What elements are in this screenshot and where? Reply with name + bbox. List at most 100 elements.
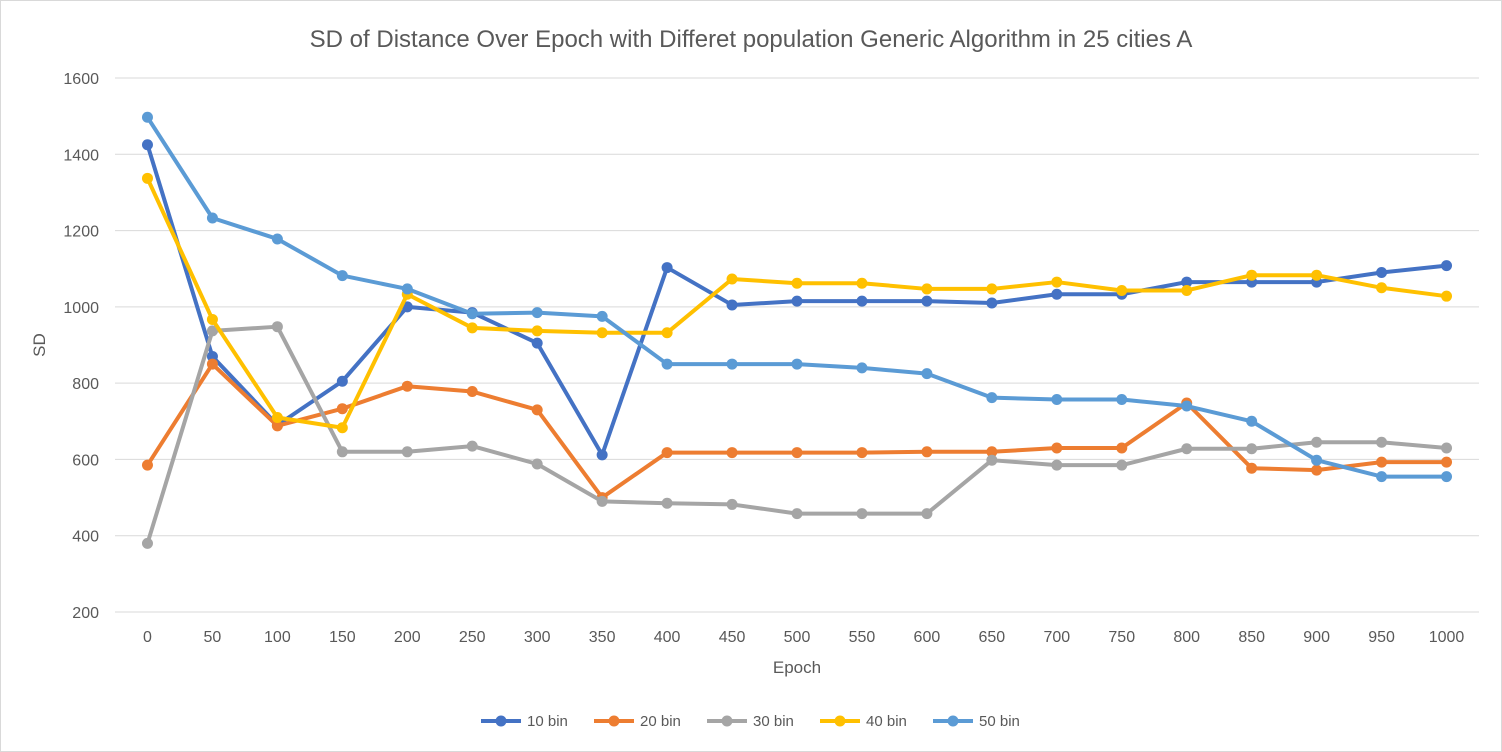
y-axis-label: SD: [30, 333, 49, 357]
x-tick-label: 100: [264, 629, 291, 646]
data-point: [336, 403, 348, 415]
x-tick-label: 750: [1108, 629, 1135, 646]
data-point: [1181, 276, 1193, 288]
legend-swatch-marker: [947, 715, 959, 727]
data-point: [1376, 267, 1388, 279]
data-point: [791, 508, 803, 520]
data-point: [921, 295, 933, 307]
data-point: [1051, 394, 1063, 406]
data-point: [336, 375, 348, 387]
data-point: [1181, 400, 1193, 412]
x-tick-label: 400: [654, 629, 681, 646]
legend-item: 10 bin: [481, 713, 568, 730]
legend-label: 10 bin: [527, 713, 568, 730]
data-point: [1376, 456, 1388, 468]
data-point: [726, 447, 738, 459]
data-point: [1311, 269, 1323, 281]
series-50-bin: [141, 111, 1453, 483]
data-point: [661, 327, 673, 339]
data-point: [401, 283, 413, 295]
data-point: [1311, 436, 1323, 448]
legend-item: 30 bin: [707, 713, 794, 730]
y-tick-label: 1600: [63, 71, 99, 88]
data-point: [856, 508, 868, 520]
x-tick-label: 500: [784, 629, 811, 646]
x-tick-label: 450: [719, 629, 746, 646]
data-point: [1116, 459, 1128, 471]
legend-swatch-marker: [721, 715, 733, 727]
data-point: [1376, 471, 1388, 483]
data-point: [921, 368, 933, 380]
x-tick-label: 600: [914, 629, 941, 646]
x-axis-label: Epoch: [773, 658, 821, 677]
x-tick-label: 200: [394, 629, 421, 646]
data-point: [661, 447, 673, 459]
gridlines: [115, 77, 1479, 613]
legend-swatch-marker: [834, 715, 846, 727]
data-point: [791, 295, 803, 307]
data-point: [206, 358, 218, 370]
data-point: [1376, 436, 1388, 448]
data-point: [466, 322, 478, 334]
x-tick-label: 250: [459, 629, 486, 646]
data-point: [531, 325, 543, 337]
x-tick-label: 0: [143, 629, 152, 646]
data-point: [206, 350, 218, 362]
data-point: [726, 358, 738, 370]
y-axis-ticks: 200 400 600 800 1000 1200 1400 1600: [63, 71, 99, 622]
data-point: [1441, 442, 1453, 454]
data-point: [661, 262, 673, 274]
data-point: [141, 172, 153, 184]
chart-title: SD of Distance Over Epoch with Differet …: [310, 26, 1193, 53]
x-tick-label: 850: [1238, 629, 1265, 646]
data-point: [1051, 459, 1063, 471]
data-point: [596, 327, 608, 339]
data-point: [986, 446, 998, 458]
legend-label: 40 bin: [866, 713, 907, 730]
data-point: [1246, 269, 1258, 281]
x-tick-label: 350: [589, 629, 616, 646]
data-point: [921, 283, 933, 295]
data-point: [271, 233, 283, 245]
series-20-bin: [141, 358, 1453, 504]
data-point: [986, 283, 998, 295]
data-point: [1051, 288, 1063, 300]
y-tick-label: 600: [72, 452, 99, 469]
data-point: [336, 446, 348, 458]
legend-swatch-marker: [608, 715, 620, 727]
data-point: [661, 497, 673, 509]
data-point: [1246, 443, 1258, 455]
data-point: [401, 380, 413, 392]
series-40-bin: [141, 172, 1453, 434]
legend-label: 30 bin: [753, 713, 794, 730]
y-tick-label: 200: [72, 605, 99, 622]
legend-label: 20 bin: [640, 713, 681, 730]
data-point: [1051, 442, 1063, 454]
legend-label: 50 bin: [979, 713, 1020, 730]
y-tick-label: 1200: [63, 224, 99, 241]
data-point: [596, 449, 608, 461]
data-point: [1181, 284, 1193, 296]
data-point: [271, 411, 283, 423]
legend: 10 bin 20 bin 30 bin 40 bin 50 bin: [481, 713, 1020, 730]
x-tick-label: 1000: [1429, 629, 1465, 646]
data-point: [401, 446, 413, 458]
data-point: [466, 386, 478, 398]
data-point: [1441, 290, 1453, 302]
x-tick-label: 800: [1173, 629, 1200, 646]
data-point: [466, 440, 478, 452]
legend-item: 40 bin: [820, 713, 907, 730]
data-point: [1376, 282, 1388, 294]
data-point: [336, 270, 348, 282]
y-tick-label: 1400: [63, 147, 99, 164]
data-point: [1116, 394, 1128, 406]
legend-item: 20 bin: [594, 713, 681, 730]
data-point: [1181, 443, 1193, 455]
data-point: [271, 321, 283, 333]
data-point: [531, 458, 543, 470]
y-tick-label: 800: [72, 376, 99, 393]
data-point: [596, 495, 608, 507]
data-point: [596, 310, 608, 322]
